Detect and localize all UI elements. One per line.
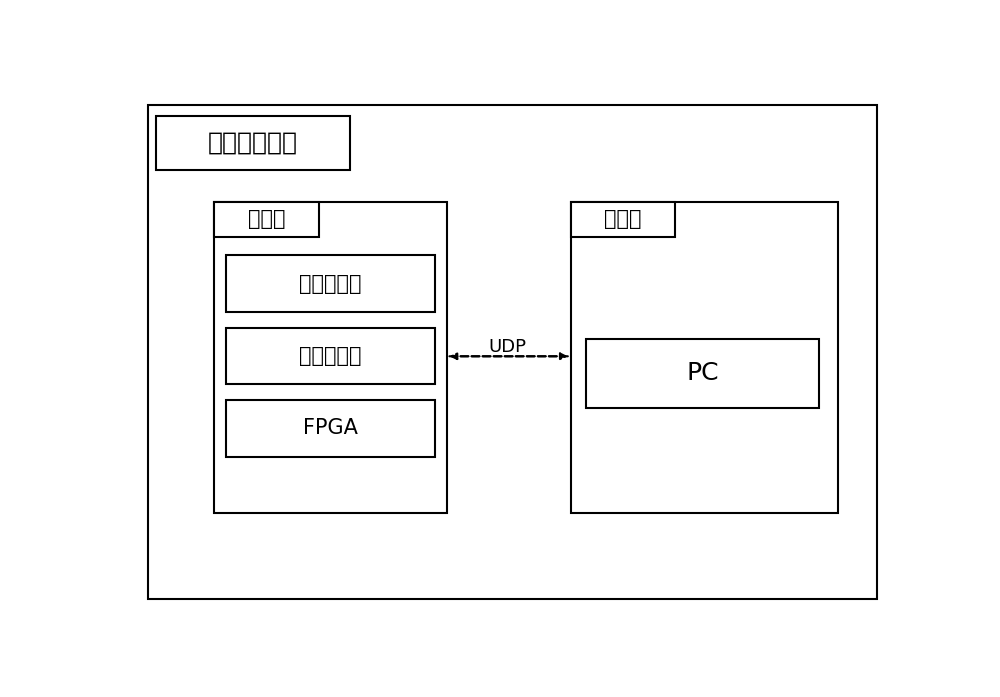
Bar [571,201,675,236]
Text: 上位机: 上位机 [604,209,642,229]
Bar [156,116,350,169]
Bar [214,201,319,236]
Bar [226,255,435,312]
Text: 下位机: 下位机 [248,209,285,229]
Bar [571,201,838,513]
Text: 三维声呐系统: 三维声呐系统 [208,130,298,155]
Bar [226,400,435,457]
Bar [226,328,435,384]
Text: PC: PC [686,362,719,385]
Text: 声波发射阵: 声波发射阵 [299,273,362,293]
Bar [214,201,447,513]
Text: UDP: UDP [488,337,526,355]
Text: FPGA: FPGA [303,418,358,438]
Text: 声波接收阵: 声波接收阵 [299,346,362,366]
Bar [586,339,819,408]
